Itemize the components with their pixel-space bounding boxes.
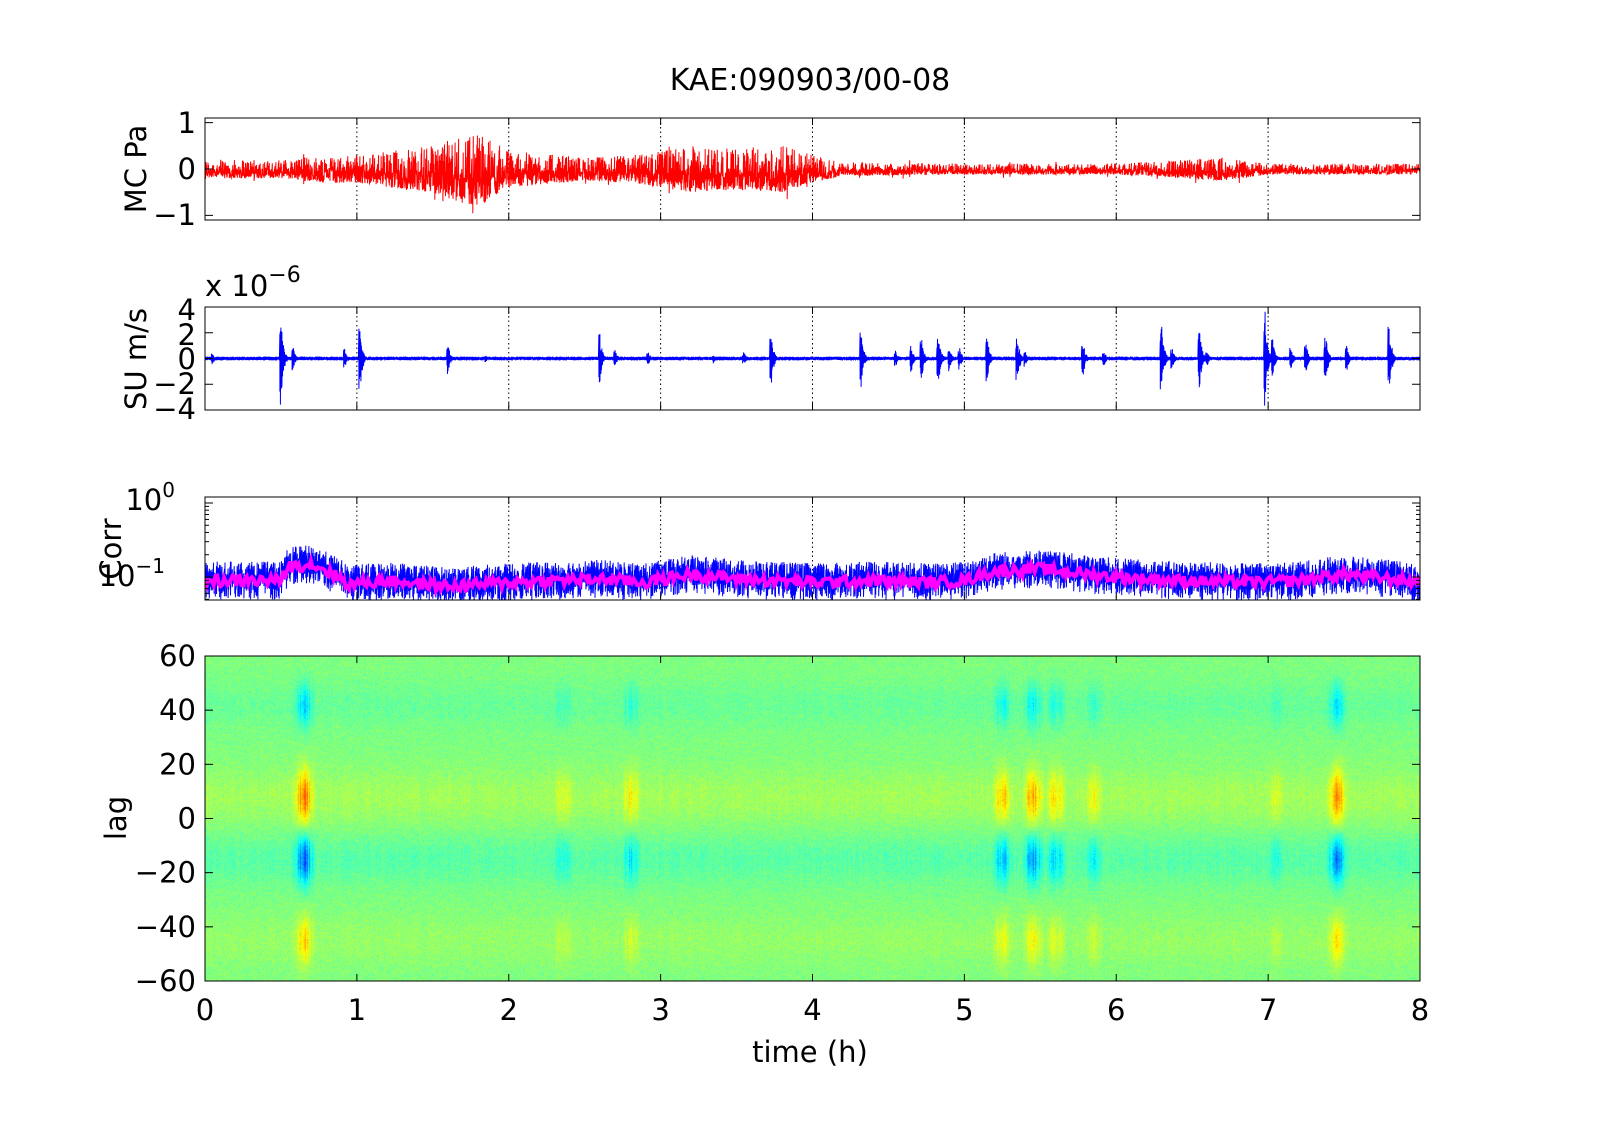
su-ytick-0: 0 — [178, 342, 196, 376]
xtick-label-2: 2 — [500, 993, 518, 1027]
mc-ytick-0: 0 — [178, 152, 196, 186]
lag-axes-frame — [204, 655, 1421, 982]
lag-ytick-4: −20 — [135, 856, 196, 890]
x-axis-label: time (h) — [752, 1035, 868, 1069]
mc-tick-marks — [204, 118, 1421, 220]
mc-axes-frame — [204, 117, 1421, 221]
corr-axes-frame — [204, 496, 1421, 601]
corr-ytick-10-0: 100 — [125, 478, 175, 517]
corr-ytick-10-neg1: 10−1 — [99, 554, 165, 593]
lag-ytick-2: 20 — [159, 747, 196, 781]
corr-ylabel: Corr — [94, 518, 128, 579]
xtick-label-3: 3 — [651, 993, 669, 1027]
figure-title: KAE:090903/00-08 — [670, 63, 951, 98]
su-ytick-neg4: −4 — [153, 392, 196, 426]
panel-mc: 1 0 −1 MC Pa — [119, 106, 1421, 232]
su-axes-frame — [204, 306, 1421, 411]
xtick-label-6: 6 — [1107, 993, 1125, 1027]
lag-ytick-0: 60 — [159, 639, 196, 673]
panel-corr: 100 10−1 Corr — [94, 478, 1421, 601]
lag-ytick-5: −40 — [135, 910, 196, 944]
lag-xtick-labels: 0 1 2 3 4 5 6 7 8 — [196, 993, 1429, 1027]
su-ytick-4: 4 — [178, 293, 196, 327]
lag-ytick-3: 0 — [178, 802, 196, 836]
corr-trace-magenta — [205, 552, 1420, 598]
su-x-grid — [356, 307, 1269, 410]
lag-heatmap — [205, 656, 1420, 981]
lag-ytick-1: 40 — [159, 693, 196, 727]
xtick-label-5: 5 — [955, 993, 973, 1027]
xtick-label-7: 7 — [1259, 993, 1277, 1027]
lag-ytick-labels: 60 40 20 0 −20 −40 −60 — [135, 639, 196, 998]
xtick-label-4: 4 — [803, 993, 821, 1027]
mc-trace — [205, 135, 1420, 214]
su-trace — [205, 311, 1420, 406]
mc-ytick-1: 1 — [178, 106, 196, 140]
mc-ylabel: MC Pa — [119, 125, 153, 213]
su-exponent: −6 — [268, 263, 300, 288]
lag-ylabel: lag — [99, 796, 133, 840]
mc-ytick-neg1: −1 — [153, 198, 196, 232]
xtick-label-1: 1 — [348, 993, 366, 1027]
su-ytick-neg2: −2 — [153, 367, 196, 401]
xtick-label-0: 0 — [196, 993, 214, 1027]
panel-su: x 10−6 4 2 0 −2 −4 SU m/s — [119, 263, 1421, 426]
lag-ytick-6: −60 — [135, 964, 196, 998]
su-ylabel: SU m/s — [119, 308, 153, 410]
xtick-label-8: 8 — [1411, 993, 1429, 1027]
su-multiplier: x 10−6 — [205, 263, 301, 303]
su-ytick-2: 2 — [178, 318, 196, 352]
panel-lag: 60 40 20 0 −20 −40 −60 0 1 2 3 4 5 6 7 8 lag time (h) — [99, 639, 1429, 1069]
